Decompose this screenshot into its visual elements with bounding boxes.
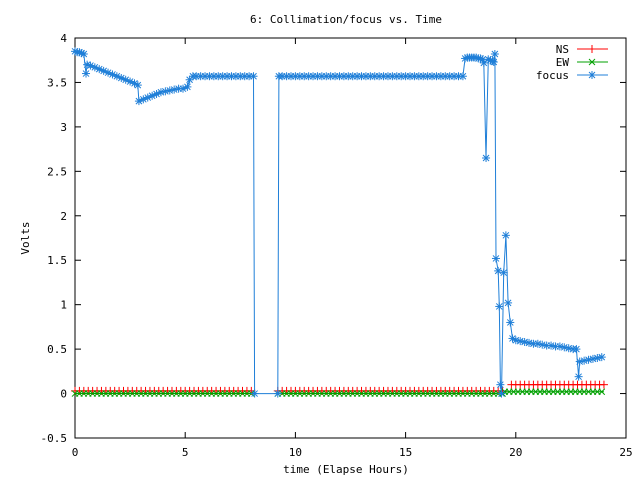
point-focus [133, 81, 142, 90]
point-focus [183, 82, 192, 91]
point-focus [497, 389, 506, 398]
point-focus [572, 345, 581, 354]
legend-marker [588, 58, 596, 66]
point-focus [490, 50, 499, 58]
series-focus [71, 47, 606, 398]
x-tick-label: 15 [399, 446, 412, 459]
y-tick-label: 3.5 [47, 76, 67, 89]
point-focus [482, 154, 491, 162]
x-tick-label: 5 [182, 446, 189, 459]
point-focus [79, 50, 88, 58]
y-tick-label: 1 [60, 299, 67, 312]
point-focus [504, 298, 513, 307]
point-focus [499, 268, 508, 277]
legend-label: EW [556, 56, 570, 69]
y-tick-label: 4 [60, 32, 67, 45]
point-focus [458, 72, 467, 81]
point-focus [273, 389, 282, 398]
y-tick-label: 0.5 [47, 343, 67, 356]
y-tick-label: 0 [60, 388, 67, 401]
point-focus [555, 342, 564, 351]
plot-area: -0.5 0 0.5 1 1.5 2 2.5 3 3.5 4 0 5 10 15 20 25 [41, 32, 633, 459]
plot-frame [74, 37, 627, 439]
x-tick-label: 20 [509, 446, 522, 459]
y-tick-label: -0.5 [41, 432, 68, 445]
point-ns [599, 380, 608, 389]
series-layer [71, 47, 608, 398]
point-focus [506, 318, 515, 327]
x-axis: 0 5 10 15 20 25 [72, 38, 633, 459]
legend-marker [588, 45, 596, 53]
y-tick-label: 1.5 [47, 254, 67, 267]
legend-label: NS [556, 43, 569, 56]
point-focus [250, 389, 259, 398]
x-tick-label: 25 [619, 446, 632, 459]
point-focus [574, 372, 583, 381]
x-tick-label: 10 [289, 446, 302, 459]
legend-marker [588, 71, 596, 79]
y-axis-label: Volts [19, 221, 32, 254]
x-tick-label: 0 [72, 446, 79, 459]
y-tick-label: 2.5 [47, 165, 67, 178]
point-focus [494, 266, 503, 275]
point-focus [82, 69, 91, 78]
point-focus [597, 353, 606, 362]
y-axis: -0.5 0 0.5 1 1.5 2 2.5 3 3.5 4 [41, 32, 626, 445]
legend-label: focus [536, 69, 569, 82]
point-focus [525, 338, 534, 347]
point-focus [496, 380, 505, 389]
point-focus [489, 58, 498, 66]
y-tick-label: 3 [60, 121, 67, 134]
point-focus [491, 254, 500, 263]
point-focus [479, 58, 488, 67]
series-ew [71, 388, 606, 397]
point-focus [580, 356, 589, 365]
point-ew [598, 388, 606, 396]
point-focus [495, 302, 504, 311]
point-focus [249, 72, 258, 81]
x-axis-label: time (Elapse Hours) [283, 463, 409, 476]
point-focus [508, 334, 517, 343]
y-tick-label: 2 [60, 210, 67, 223]
point-focus [501, 231, 510, 240]
chart-title: 6: Collimation/focus vs. Time [250, 13, 442, 26]
